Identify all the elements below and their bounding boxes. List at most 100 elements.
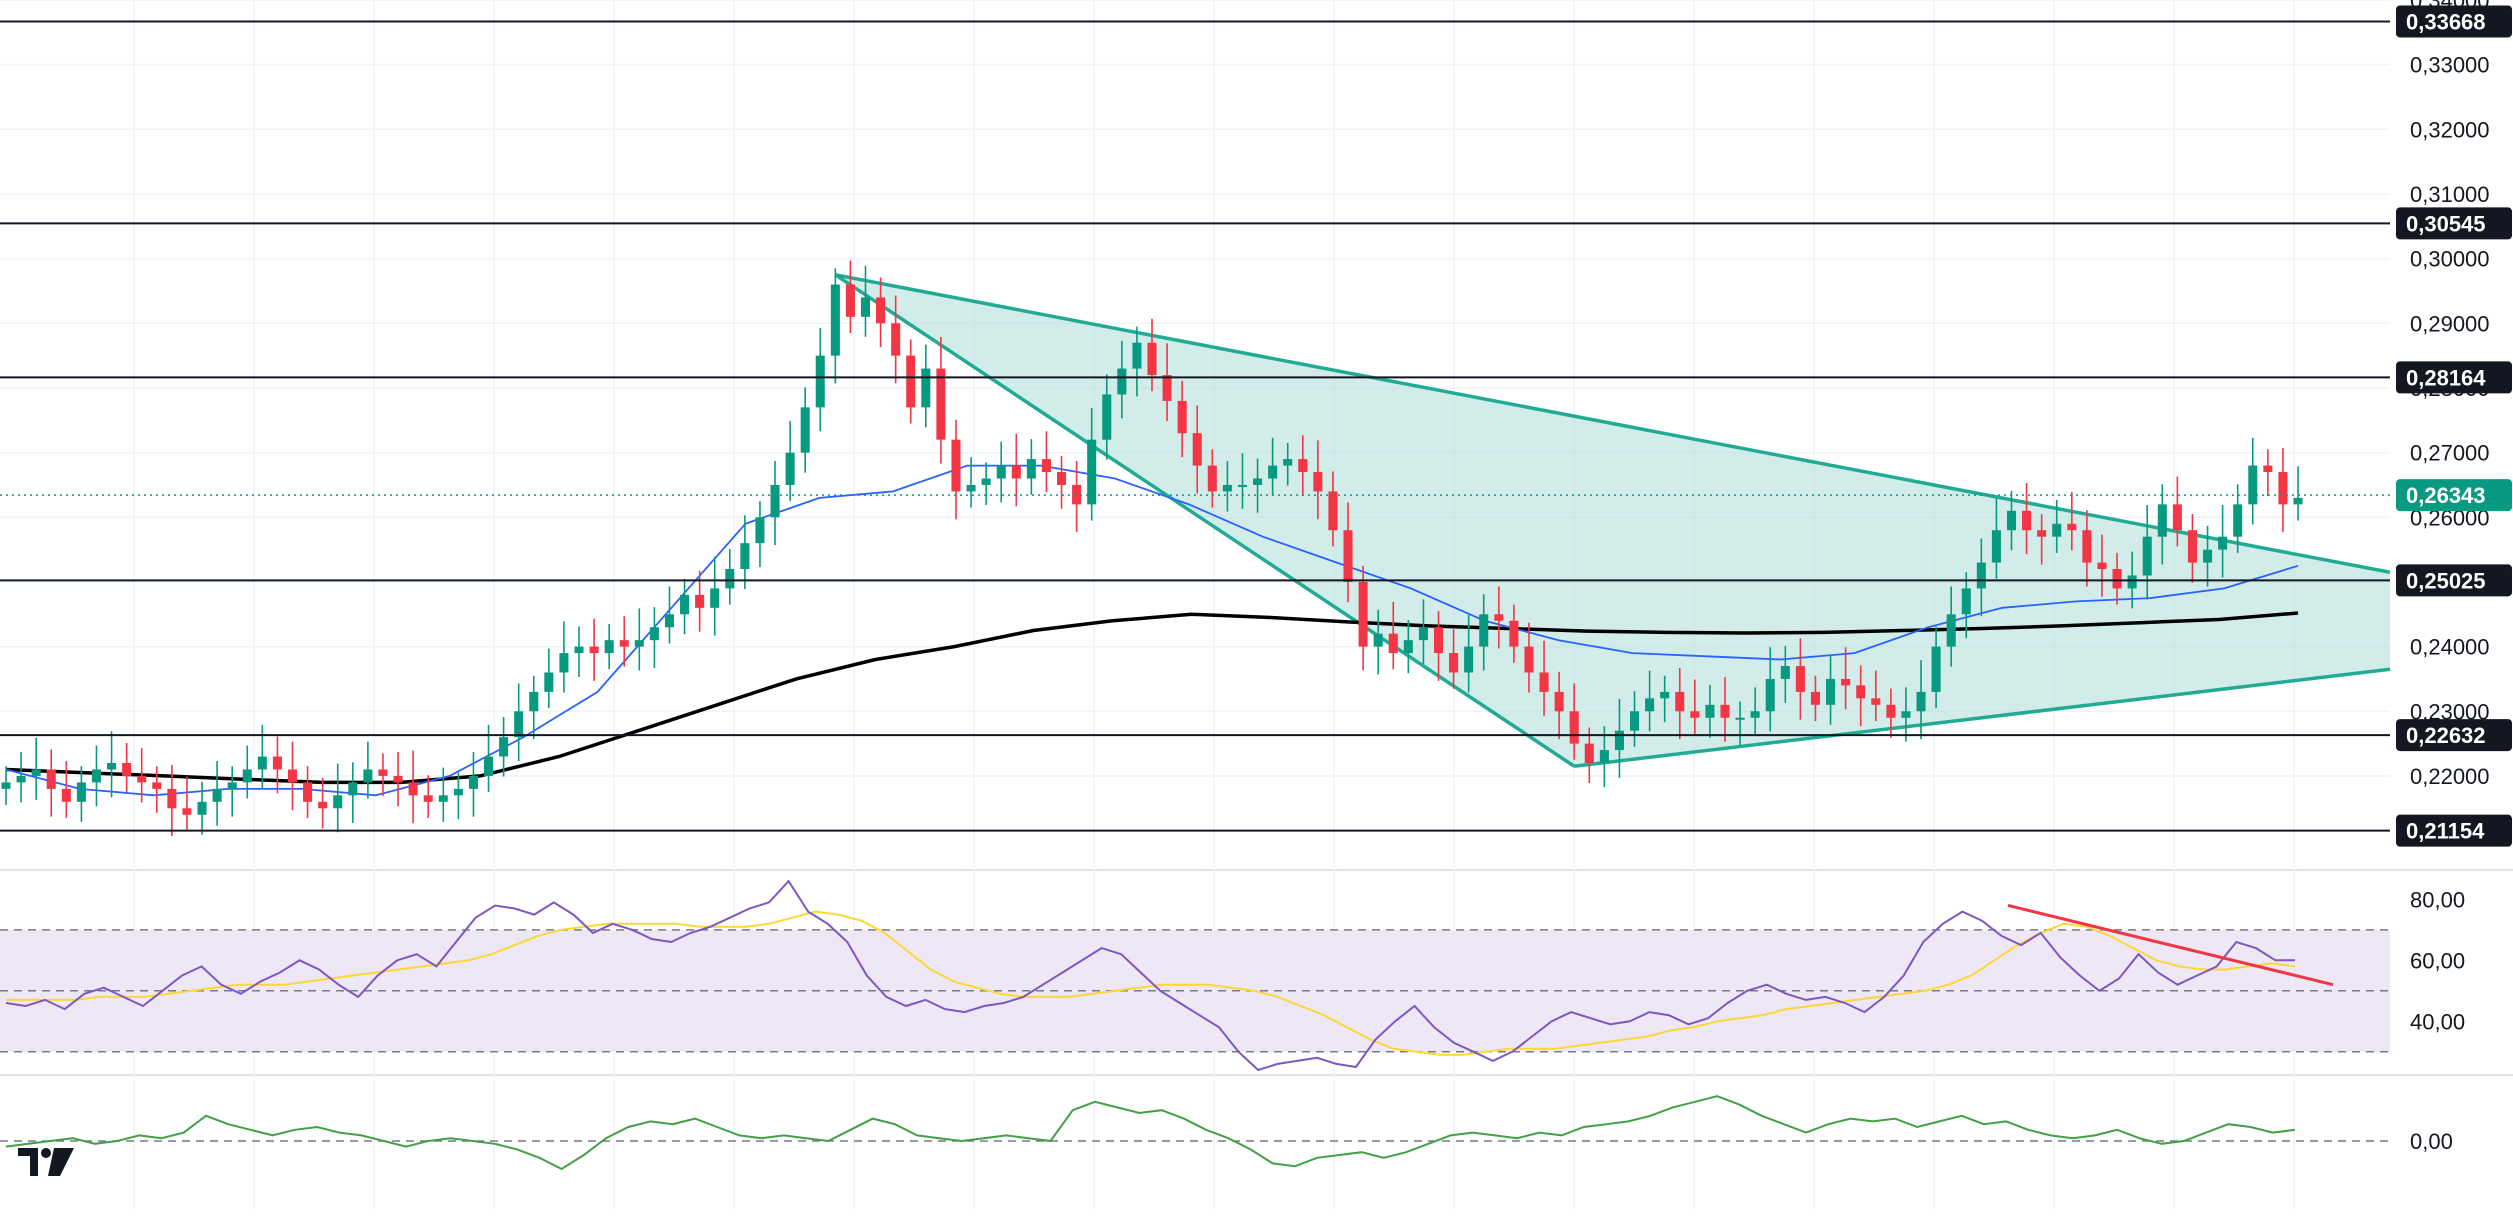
level-price-label: 0,25025 [2406, 568, 2486, 593]
candle-body [1765, 678, 1775, 712]
candle-body [2127, 575, 2137, 589]
candle-body [1449, 653, 1459, 673]
candle-body [589, 646, 599, 654]
candle-body [1041, 459, 1051, 473]
candle-body [1524, 646, 1534, 673]
candle-body [122, 763, 132, 776]
candle-body [272, 756, 282, 770]
candle-body [1011, 465, 1021, 479]
price-tick-label: 0,33000 [2410, 53, 2490, 78]
current-price-label: 0,26343 [2406, 483, 2486, 508]
rsi-pane[interactable] [0, 879, 2390, 1072]
candle-body [2187, 530, 2197, 563]
candle-body [710, 588, 720, 608]
candle-body [529, 691, 539, 712]
candle-body [423, 795, 433, 802]
candle-body [2293, 497, 2303, 505]
level-price-badge [2396, 564, 2512, 597]
candle-body [1916, 691, 1926, 712]
candle-body [152, 782, 162, 789]
candle-body [1599, 750, 1609, 764]
moving-average-50 [5, 464, 2299, 797]
candle-body [197, 801, 207, 815]
candle-body [1780, 666, 1790, 679]
candle-body [544, 672, 554, 692]
candle-body [695, 594, 705, 608]
candle-body [61, 788, 71, 802]
candle-body [1057, 472, 1067, 485]
candle-body [2157, 504, 2167, 537]
candle-body [725, 569, 735, 589]
candle-body [408, 782, 418, 796]
candle-body [740, 543, 750, 570]
candle-body [1856, 685, 1866, 699]
candle-body [1735, 717, 1745, 720]
candle-body [1931, 646, 1941, 692]
candle-body [1645, 698, 1655, 712]
candle-body [1373, 633, 1383, 647]
candle-body [1826, 678, 1836, 705]
rsi-line [6, 910, 2296, 1056]
candle-body [1841, 678, 1851, 686]
candle-body [2172, 504, 2182, 531]
candle-body [46, 769, 56, 789]
oscillator-tick-label: 0,00 [2410, 1129, 2453, 1154]
price-tick-label: 0,24000 [2410, 635, 2490, 660]
support-trendline [1574, 667, 2391, 768]
candle-body [1358, 581, 1368, 647]
rsi-tick-label: 60,00 [2410, 948, 2465, 973]
price-tick-label: 0,32000 [2410, 117, 2490, 142]
candle-body [815, 355, 825, 408]
descending-trendline [834, 273, 1576, 768]
candle-body [91, 769, 101, 783]
candle-body [1177, 400, 1187, 434]
candle-body [2097, 562, 2107, 570]
candle-body [1886, 704, 1896, 718]
candle-body [303, 782, 313, 802]
candle-body [348, 782, 358, 796]
candle-body [1192, 433, 1202, 466]
candle-body [1072, 484, 1082, 505]
price-tick-label: 0,31000 [2410, 182, 2490, 207]
candle-body [107, 763, 117, 770]
candle-body [1117, 368, 1127, 395]
candle-body [966, 484, 976, 492]
candle-body [1464, 646, 1474, 673]
candle-body [2067, 523, 2077, 531]
candle-body [559, 653, 569, 673]
candle-body [212, 788, 222, 802]
oscillator-pane[interactable] [0, 1095, 2390, 1171]
price-tick-label: 0,30000 [2410, 247, 2490, 272]
candle-body [785, 452, 795, 485]
candle-body [468, 775, 478, 789]
price-tick-label: 0,29000 [2410, 311, 2490, 336]
price-pane[interactable] [0, 20, 2391, 837]
candle-body [242, 769, 252, 783]
candle-body [167, 788, 177, 809]
candle-body [1720, 704, 1730, 718]
candle-body [1901, 711, 1911, 718]
candle-body [951, 439, 961, 492]
candle-body [1630, 711, 1640, 731]
oscillator-line [5, 1095, 2296, 1171]
candle-body [484, 756, 494, 776]
candle-body [1268, 465, 1278, 479]
rsi-tick-label: 80,00 [2410, 887, 2465, 912]
candle-body [1328, 491, 1338, 531]
candle-body [1343, 530, 1353, 582]
candle-body [2082, 530, 2092, 563]
candle-body [499, 737, 509, 757]
candle-body [1991, 530, 2001, 563]
candle-body [1222, 484, 1232, 492]
candle-body [1871, 698, 1881, 705]
candle-body [1976, 562, 1986, 589]
candle-body [574, 646, 584, 654]
candle-body [2052, 523, 2062, 537]
price-axis[interactable]: 0,220000,230000,240000,250000,260000,270… [2396, 0, 2512, 1154]
candle-body [1614, 730, 1624, 751]
candle-body [1298, 459, 1308, 473]
candle-body [906, 355, 916, 408]
candle-body [1207, 465, 1217, 492]
candle-body [755, 517, 765, 544]
